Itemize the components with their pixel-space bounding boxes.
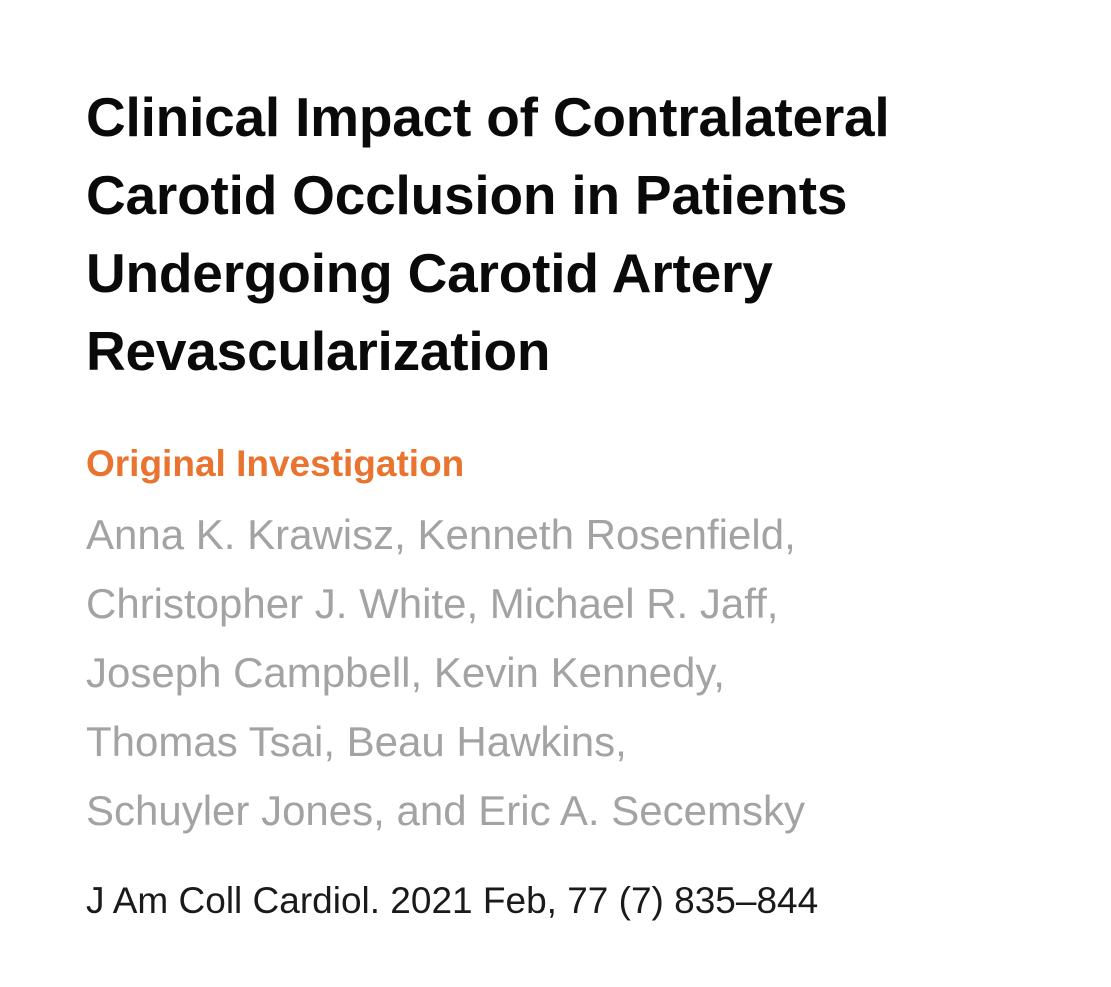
- author-line: Christopher J. White, Michael R. Jaff,: [86, 580, 779, 627]
- author-line: Schuyler Jones, and Eric A. Secemsky: [86, 787, 805, 834]
- title-line: Carotid Occlusion in Patients: [86, 164, 848, 226]
- author-line: Thomas Tsai, Beau Hawkins,: [86, 718, 627, 765]
- article-title[interactable]: Clinical Impact of Contralateral Carotid…: [86, 78, 1046, 390]
- author-list: Anna K. Krawisz, Kenneth Rosenfield, Chr…: [86, 500, 1046, 845]
- title-line: Undergoing Carotid Artery: [86, 242, 773, 304]
- journal-citation: J Am Coll Cardiol. 2021 Feb, 77 (7) 835–…: [86, 880, 819, 921]
- title-line: Clinical Impact of Contralateral: [86, 86, 890, 148]
- title-line: Revascularization: [86, 320, 551, 382]
- author-line: Joseph Campbell, Kevin Kennedy,: [86, 649, 725, 696]
- author-line: Anna K. Krawisz, Kenneth Rosenfield,: [86, 511, 796, 558]
- article-card: Clinical Impact of Contralateral Carotid…: [86, 78, 1046, 923]
- article-type-label: Original Investigation: [86, 443, 465, 484]
